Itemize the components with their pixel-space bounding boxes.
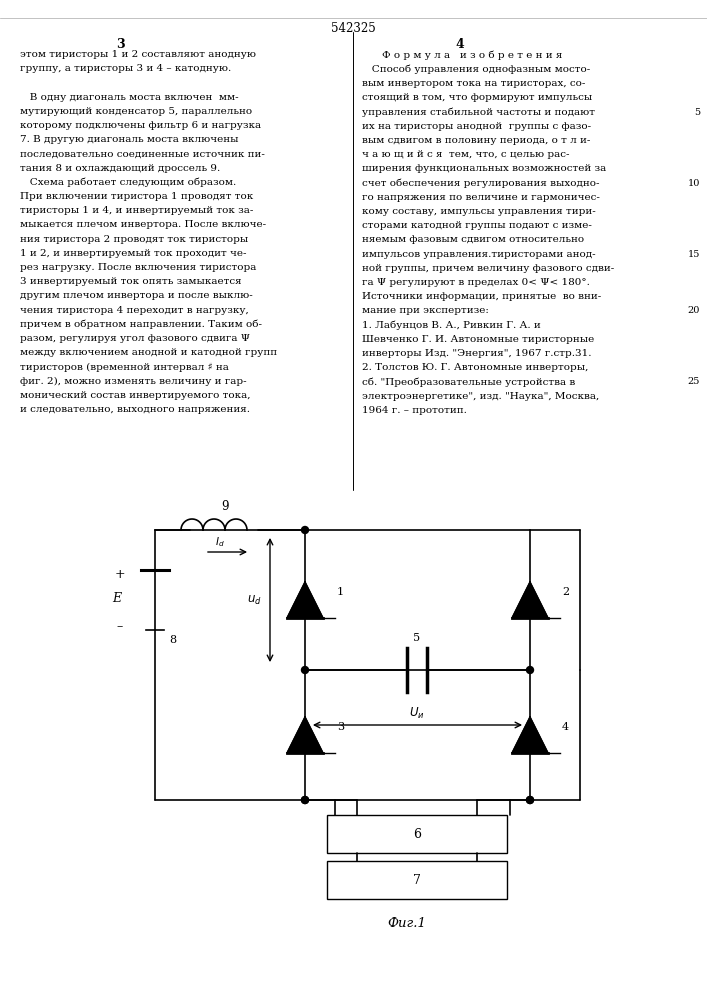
Text: мыкается плечом инвертора. После включе-: мыкается плечом инвертора. После включе- xyxy=(20,220,266,229)
Text: 4: 4 xyxy=(455,38,464,51)
Text: Источники информации, принятые  во вни-: Источники информации, принятые во вни- xyxy=(362,292,601,301)
Text: E: E xyxy=(112,591,122,604)
Text: Ф о р м у л а   и з о б р е т е н и я: Ф о р м у л а и з о б р е т е н и я xyxy=(382,50,562,60)
Text: ния тиристора 2 проводят ток тиристоры: ния тиристора 2 проводят ток тиристоры xyxy=(20,235,248,244)
Text: 7. В другую диагональ моста включены: 7. В другую диагональ моста включены xyxy=(20,135,238,144)
Text: этом тиристоры 1 и 2 составляют анодную: этом тиристоры 1 и 2 составляют анодную xyxy=(20,50,256,59)
Circle shape xyxy=(527,796,534,804)
Text: причем в обратном направлении. Таким об-: причем в обратном направлении. Таким об- xyxy=(20,320,262,329)
Text: В одну диагональ моста включен  мм-: В одну диагональ моста включен мм- xyxy=(20,93,239,102)
Text: Фиг.1: Фиг.1 xyxy=(387,917,426,930)
Text: чения тиристора 4 переходит в нагрузку,: чения тиристора 4 переходит в нагрузку, xyxy=(20,306,249,315)
Text: разом, регулируя угол фазового сдвига Ψ: разом, регулируя угол фазового сдвига Ψ xyxy=(20,334,250,343)
Text: счет обеспечения регулирования выходно-: счет обеспечения регулирования выходно- xyxy=(362,179,600,188)
Text: 1 и 2, и инвертируемый ток проходит че-: 1 и 2, и инвертируемый ток проходит че- xyxy=(20,249,247,258)
Circle shape xyxy=(301,526,308,534)
Text: мание при экспертизе:: мание при экспертизе: xyxy=(362,306,489,315)
Text: няемым фазовым сдвигом относительно: няемым фазовым сдвигом относительно xyxy=(362,235,584,244)
Text: $U_и$: $U_и$ xyxy=(409,706,425,721)
Text: рез нагрузку. После включения тиристора: рез нагрузку. После включения тиристора xyxy=(20,263,257,272)
Text: ширения функциональных возможностей за: ширения функциональных возможностей за xyxy=(362,164,606,173)
Text: монический состав инвертируемого тока,: монический состав инвертируемого тока, xyxy=(20,391,250,400)
Text: –: – xyxy=(117,620,123,634)
Polygon shape xyxy=(287,717,323,753)
Polygon shape xyxy=(287,582,323,618)
Text: вым сдвигом в половину периода, о т л и-: вым сдвигом в половину периода, о т л и- xyxy=(362,136,590,145)
Text: ч а ю щ и й с я  тем, что, с целью рас-: ч а ю щ и й с я тем, что, с целью рас- xyxy=(362,150,570,159)
Text: последовательно соединенные источник пи-: последовательно соединенные источник пи- xyxy=(20,149,265,158)
Bar xyxy=(327,815,507,853)
Circle shape xyxy=(301,796,308,804)
Text: группу, а тиристоры 3 и 4 – катодную.: группу, а тиристоры 3 и 4 – катодную. xyxy=(20,64,231,73)
Circle shape xyxy=(527,796,534,804)
Text: управления стабильной частоты и подают: управления стабильной частоты и подают xyxy=(362,108,595,117)
Text: $I_d$: $I_d$ xyxy=(215,535,225,549)
Text: сб. "Преобразовательные устройства в: сб. "Преобразовательные устройства в xyxy=(362,377,575,387)
Text: 5: 5 xyxy=(414,633,421,643)
Text: ной группы, причем величину фазового сдви-: ной группы, причем величину фазового сдв… xyxy=(362,264,614,273)
Text: 6: 6 xyxy=(413,828,421,840)
Polygon shape xyxy=(512,582,548,618)
Text: 25: 25 xyxy=(688,377,700,386)
Text: другим плечом инвертора и после выклю-: другим плечом инвертора и после выклю- xyxy=(20,291,252,300)
Text: га Ψ регулируют в пределах 0< Ψ< 180°.: га Ψ регулируют в пределах 0< Ψ< 180°. xyxy=(362,278,590,287)
Text: вым инвертором тока на тиристорах, со-: вым инвертором тока на тиристорах, со- xyxy=(362,79,585,88)
Text: 15: 15 xyxy=(688,250,700,259)
Text: Шевченко Г. И. Автономные тиристорные: Шевченко Г. И. Автономные тиристорные xyxy=(362,335,595,344)
Text: 3: 3 xyxy=(337,722,344,732)
Text: $u_d$: $u_d$ xyxy=(247,593,262,607)
Text: 8: 8 xyxy=(170,635,177,645)
Text: которому подключены фильтр 6 и нагрузка: которому подключены фильтр 6 и нагрузка xyxy=(20,121,261,130)
Text: +: + xyxy=(115,568,125,582)
Text: 7: 7 xyxy=(413,874,421,886)
Bar xyxy=(327,861,507,899)
Circle shape xyxy=(301,796,308,804)
Text: тания 8 и охлаждающий дроссель 9.: тания 8 и охлаждающий дроссель 9. xyxy=(20,164,221,173)
Text: 10: 10 xyxy=(688,179,700,188)
Text: 4: 4 xyxy=(562,722,569,732)
Text: кому составу, импульсы управления тири-: кому составу, импульсы управления тири- xyxy=(362,207,596,216)
Text: электроэнергетике", изд. "Наука", Москва,: электроэнергетике", изд. "Наука", Москва… xyxy=(362,392,600,401)
Text: стоящий в том, что формируют импульсы: стоящий в том, что формируют импульсы xyxy=(362,93,592,102)
Text: мутирующий конденсатор 5, параллельно: мутирующий конденсатор 5, параллельно xyxy=(20,107,252,116)
Text: Схема работает следующим образом.: Схема работает следующим образом. xyxy=(20,178,236,187)
Text: го напряжения по величине и гармоничес-: го напряжения по величине и гармоничес- xyxy=(362,193,600,202)
Circle shape xyxy=(301,666,308,674)
Text: 1. Лабунцов В. А., Ривкин Г. А. и: 1. Лабунцов В. А., Ривкин Г. А. и xyxy=(362,321,541,330)
Text: 2: 2 xyxy=(562,587,569,597)
Text: 1964 г. – прототип.: 1964 г. – прототип. xyxy=(362,406,467,415)
Text: импульсов управления.тиристорами анод-: импульсов управления.тиристорами анод- xyxy=(362,250,595,259)
Circle shape xyxy=(527,666,534,674)
Text: 1: 1 xyxy=(337,587,344,597)
Text: между включением анодной и катодной групп: между включением анодной и катодной груп… xyxy=(20,348,277,357)
Text: 9: 9 xyxy=(221,500,229,513)
Text: их на тиристоры анодной  группы с фазо-: их на тиристоры анодной группы с фазо- xyxy=(362,122,591,131)
Text: Способ управления однофазным мосто-: Способ управления однофазным мосто- xyxy=(362,65,590,75)
Text: инверторы Изд. "Энергия", 1967 г.стр.31.: инверторы Изд. "Энергия", 1967 г.стр.31. xyxy=(362,349,592,358)
Text: 3: 3 xyxy=(116,38,124,51)
Text: 3 инвертируемый ток опять замыкается: 3 инвертируемый ток опять замыкается xyxy=(20,277,242,286)
Text: тиристоры 1 и 4, и инвертируемый ток за-: тиристоры 1 и 4, и инвертируемый ток за- xyxy=(20,206,253,215)
Text: 20: 20 xyxy=(688,306,700,315)
Text: 5: 5 xyxy=(694,108,700,117)
Text: сторами катодной группы подают с изме-: сторами катодной группы подают с изме- xyxy=(362,221,592,230)
Polygon shape xyxy=(512,717,548,753)
Text: тиристоров (временной интервал ♯ на: тиристоров (временной интервал ♯ на xyxy=(20,362,229,372)
Text: При включении тиристора 1 проводят ток: При включении тиристора 1 проводят ток xyxy=(20,192,253,201)
Text: 542325: 542325 xyxy=(331,22,375,35)
Text: фиг. 2), можно изменять величину и гар-: фиг. 2), можно изменять величину и гар- xyxy=(20,377,247,386)
Text: 2. Толстов Ю. Г. Автономные инверторы,: 2. Толстов Ю. Г. Автономные инверторы, xyxy=(362,363,588,372)
Text: и следовательно, выходного напряжения.: и следовательно, выходного напряжения. xyxy=(20,405,250,414)
